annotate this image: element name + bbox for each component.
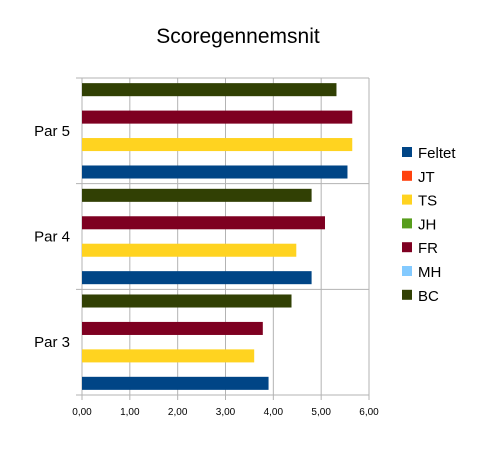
bar-bc-par-5 [82, 83, 337, 97]
legend-label: Feltet [418, 145, 456, 162]
legend-swatch [402, 147, 412, 157]
category-label: Par 5 [34, 123, 70, 140]
x-tick-label: 6,00 [359, 407, 379, 418]
legend-swatch [402, 218, 412, 229]
bar-ts-par-4 [82, 243, 297, 257]
legend-label: JH [418, 216, 436, 233]
legend-swatch [402, 289, 412, 300]
bar-feltet-par-3 [82, 376, 269, 390]
category-label: Par 4 [34, 229, 70, 246]
bar-ts-par-3 [82, 349, 255, 363]
chart-title: Scoregennemsnit [156, 25, 320, 48]
x-tick-label: 0,00 [72, 407, 92, 418]
bar-bc-par-4 [82, 188, 312, 202]
legend-label: JT [418, 169, 435, 186]
legend-label: BC [418, 288, 439, 305]
x-tick-label: 4,00 [264, 407, 284, 418]
bar-fr-par-3 [82, 321, 263, 335]
bar-feltet-par-4 [82, 271, 312, 285]
bar-bc-par-3 [82, 294, 292, 308]
legend-swatch [402, 242, 412, 253]
x-tick-label: 1,00 [120, 407, 140, 418]
bar-fr-par-4 [82, 216, 325, 230]
bar-fr-par-5 [82, 110, 353, 124]
bar-ts-par-5 [82, 138, 353, 152]
legend: Feltet JT TS JH FR MH BC [402, 145, 456, 305]
x-tick-label: 2,00 [168, 407, 188, 418]
bar-feltet-par-5 [82, 165, 348, 179]
legend-label: MH [418, 264, 441, 281]
legend-label: TS [418, 193, 437, 210]
x-tick-label: 5,00 [311, 407, 331, 418]
legend-swatch [402, 194, 412, 205]
legend-swatch [402, 266, 412, 276]
legend-swatch [402, 170, 412, 181]
legend-label: FR [418, 240, 438, 257]
category-label: Par 3 [34, 334, 70, 351]
x-tick-label: 3,00 [216, 407, 236, 418]
plot-area: 0,00 1,00 2,00 3,00 4,00 5,00 6,00 Par 3 Par 4 Pa… [34, 77, 379, 418]
